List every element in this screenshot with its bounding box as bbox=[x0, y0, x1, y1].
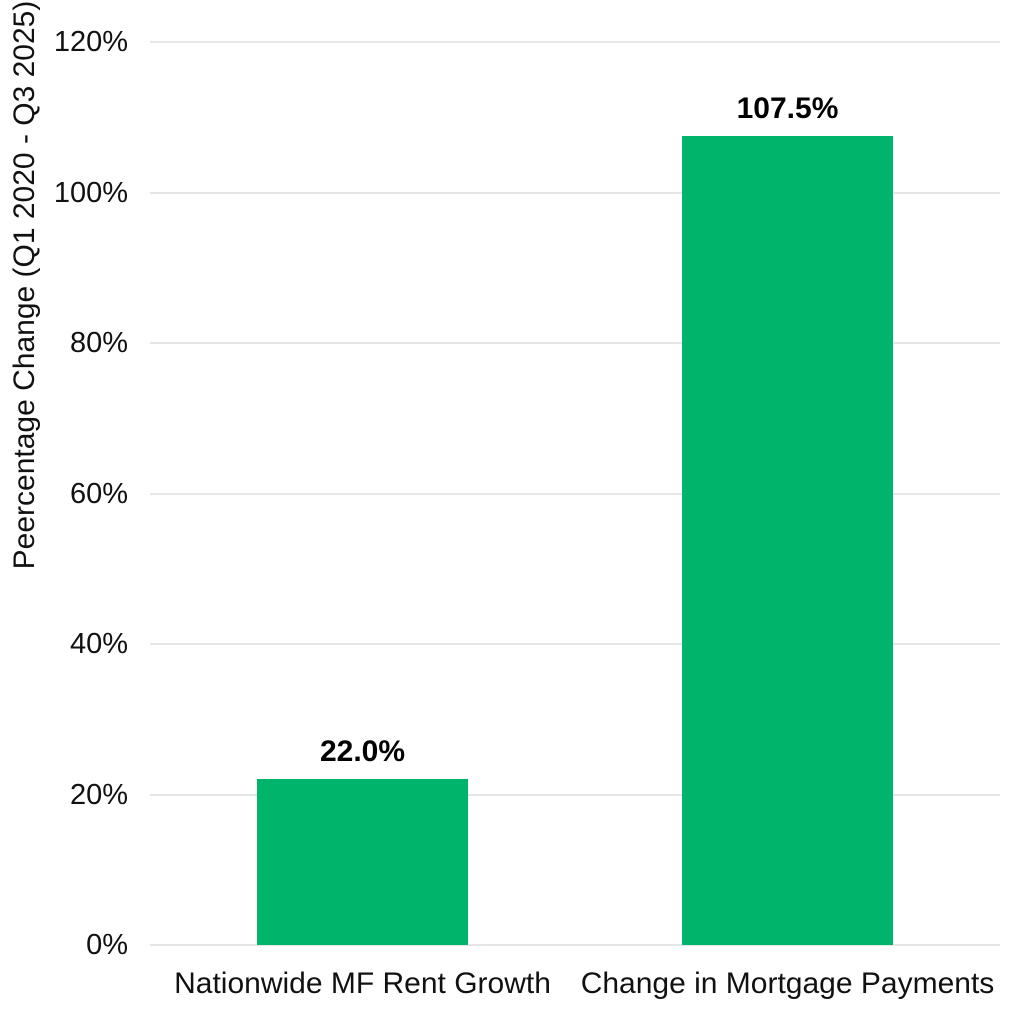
y-tick-label: 40% bbox=[69, 628, 128, 660]
y-tick-label: 0% bbox=[86, 929, 128, 961]
bar bbox=[682, 136, 893, 945]
y-tick-label: 80% bbox=[69, 327, 128, 359]
bar-value-label: 22.0% bbox=[319, 735, 406, 769]
y-tick-label: 100% bbox=[53, 176, 128, 209]
gridline bbox=[150, 191, 1000, 194]
x-category-label: Nationwide MF Rent Growth bbox=[174, 967, 551, 1000]
gridline bbox=[150, 342, 1000, 344]
y-tick-label: 60% bbox=[69, 477, 128, 510]
gridline bbox=[150, 41, 1000, 43]
gridline bbox=[150, 643, 1000, 645]
gridline bbox=[150, 944, 1000, 946]
bar bbox=[257, 779, 468, 945]
gridline bbox=[150, 793, 1000, 796]
y-tick-label: 20% bbox=[69, 778, 128, 811]
gridline bbox=[150, 492, 1000, 495]
plot-area bbox=[150, 41, 1000, 946]
x-category-label: Change in Mortgage Payments bbox=[580, 967, 995, 1000]
y-tick-label: 120% bbox=[53, 26, 128, 58]
bar-value-label: 107.5% bbox=[736, 92, 839, 126]
